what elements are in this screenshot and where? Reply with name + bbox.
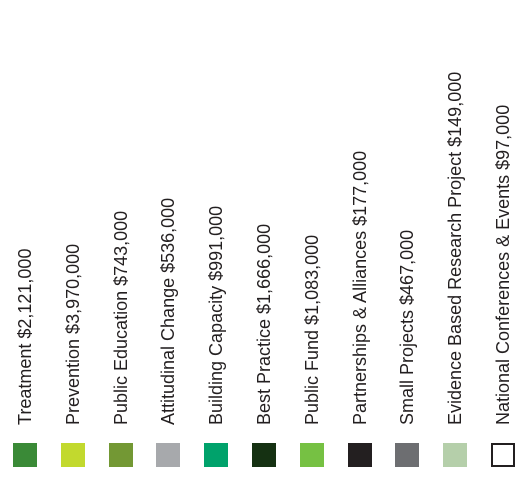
legend-label: Public Fund $1,083,000 xyxy=(302,234,322,425)
legend-swatch xyxy=(252,443,276,467)
legend-label: Small Projects $467,000 xyxy=(397,229,417,425)
legend-label: Public Education $743,000 xyxy=(111,210,131,425)
legend-label: National Conferences & Events $97,000 xyxy=(493,104,513,425)
legend-swatch xyxy=(443,443,467,467)
legend-label: Evidence Based Research Project $149,000 xyxy=(445,71,465,425)
legend-swatch xyxy=(491,443,515,467)
legend-label: Building Capacity $991,000 xyxy=(206,205,226,425)
legend-swatch xyxy=(300,443,324,467)
legend-swatch xyxy=(61,443,85,467)
legend-label: Partnerships & Alliances $177,000 xyxy=(350,150,370,425)
legend-label: Best Practice $1,666,000 xyxy=(254,223,274,425)
legend-swatch xyxy=(348,443,372,467)
legend-label: Prevention $3,970,000 xyxy=(63,243,83,425)
legend-swatch xyxy=(395,443,419,467)
legend-label: Treatment $2,121,000 xyxy=(15,248,35,425)
legend-swatch xyxy=(204,443,228,467)
legend-swatch xyxy=(109,443,133,467)
legend-swatch xyxy=(13,443,37,467)
legend-swatch xyxy=(156,443,180,467)
legend-label: Attitudinal Change $536,000 xyxy=(158,197,178,425)
